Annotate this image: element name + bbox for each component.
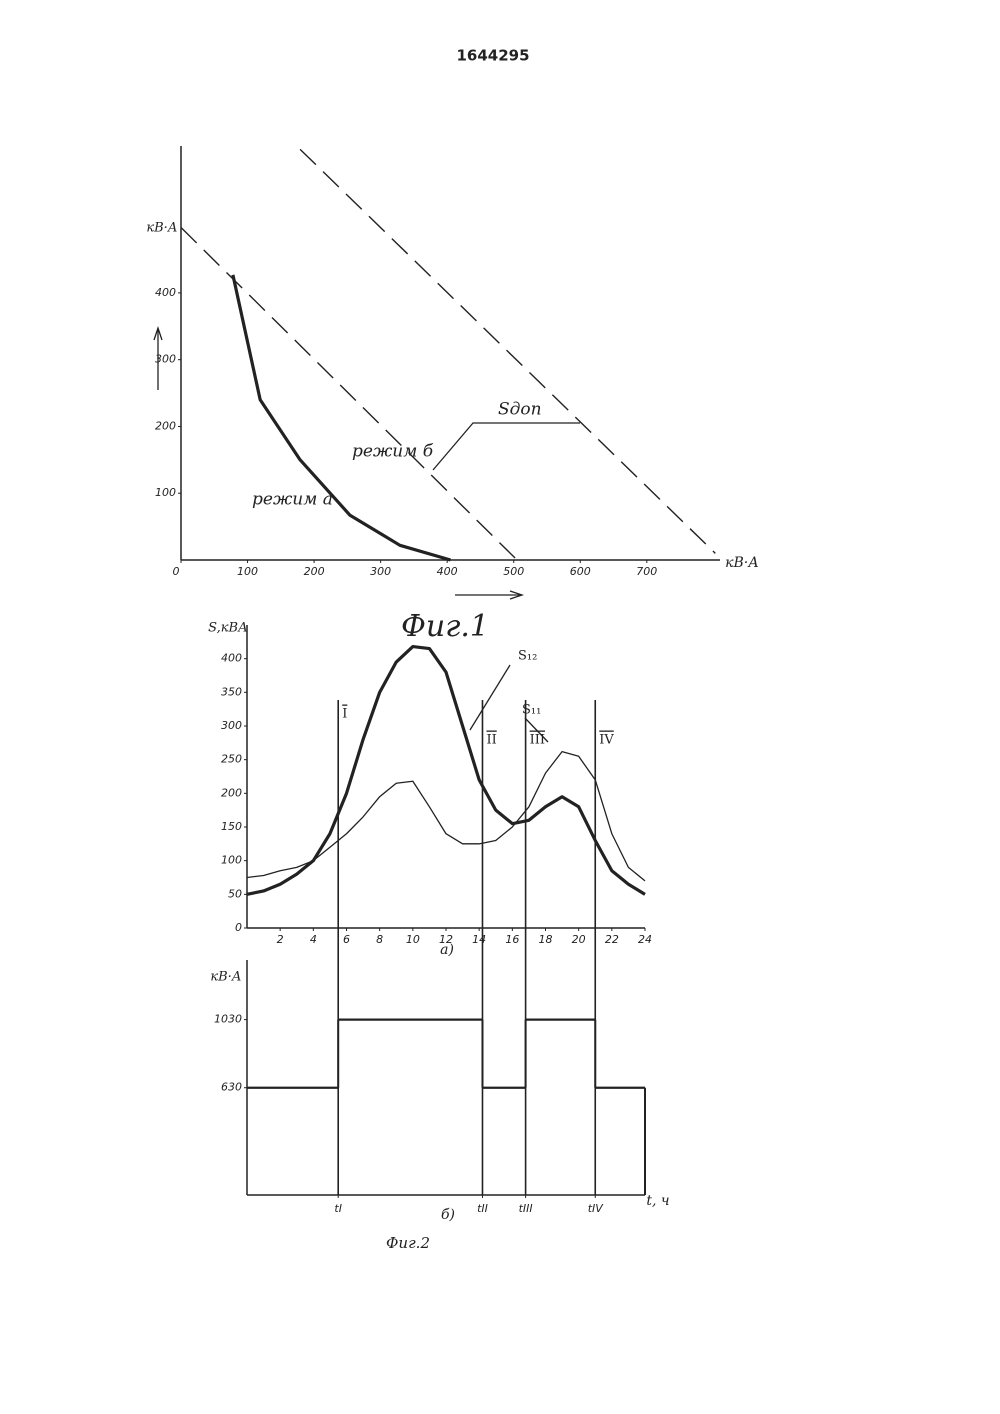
y-axis-label: S,кВА <box>208 621 248 636</box>
annotation: Sдоп <box>498 400 542 420</box>
annotation: режим б <box>352 442 434 462</box>
y-tick-label: 350 <box>221 685 242 698</box>
x-axis-label: кВ·А <box>725 555 759 571</box>
axis-arrows <box>154 328 580 742</box>
y-tick-label: 200 <box>221 786 242 799</box>
y-axis-label: кВ·А <box>210 970 241 985</box>
x-tick-label: 700 <box>636 565 657 578</box>
x-tick-label: 0 <box>173 565 180 578</box>
x-tick-label: 6 <box>343 933 350 946</box>
y-tick-label: 300 <box>155 353 176 366</box>
y-tick-label: 50 <box>228 887 242 900</box>
page: 1644295 01002003004005006007001002003004… <box>0 0 1000 1414</box>
series-line <box>247 647 645 895</box>
x-tick-label: 300 <box>370 565 391 578</box>
sub-label: б) <box>441 1207 455 1223</box>
y-tick-label: 630 <box>221 1081 242 1094</box>
y-tick-label: 150 <box>221 820 242 833</box>
y-tick-label: 100 <box>155 486 176 499</box>
x-tick-label: tIII <box>519 1202 533 1215</box>
figure-caption: Фиг.2 <box>386 1234 430 1252</box>
x-tick-label: 24 <box>638 933 652 946</box>
x-tick-label: 20 <box>572 933 586 946</box>
x-tick-label: 8 <box>376 933 383 946</box>
x-tick-label: 22 <box>605 933 619 946</box>
x-tick-label: 10 <box>406 933 420 946</box>
y-tick-label: 250 <box>221 753 242 766</box>
x-axis-label: t, ч <box>646 1193 669 1209</box>
sub-label: а) <box>440 942 454 958</box>
y-tick-label: 400 <box>221 652 242 665</box>
series-line <box>233 275 451 560</box>
x-tick-label: 500 <box>503 565 524 578</box>
marker-label: II <box>486 733 496 748</box>
y-tick-label: 0 <box>235 921 242 934</box>
annotation: режим а <box>252 490 333 510</box>
x-tick-label: tI <box>334 1202 342 1215</box>
marker-label: I <box>342 707 347 722</box>
x-tick-label: tIV <box>588 1202 605 1215</box>
series-line <box>300 149 715 553</box>
y-tick-label: 1030 <box>214 1013 242 1026</box>
x-tick-label: 100 <box>237 565 258 578</box>
x-tick-label: 2 <box>277 933 284 946</box>
figure-caption: Фиг.1 <box>401 609 489 644</box>
series-line <box>181 227 517 560</box>
y-tick-label: 400 <box>155 286 176 299</box>
x-tick-label: tII <box>477 1202 488 1215</box>
y-tick-label: 300 <box>221 719 242 732</box>
y-tick-label: 200 <box>155 419 176 432</box>
x-tick-label: 600 <box>570 565 591 578</box>
x-tick-label: 4 <box>310 933 317 946</box>
x-tick-label: 14 <box>472 933 486 946</box>
y-tick-label: 100 <box>221 854 242 867</box>
page-number: 1644295 <box>456 47 529 65</box>
series-label: S₁₂ <box>518 649 537 664</box>
y-axis-label: кВ·А <box>146 221 177 236</box>
marker-label: III <box>530 733 545 748</box>
x-tick-label: 400 <box>437 565 458 578</box>
x-tick-label: 18 <box>539 933 553 946</box>
x-tick-label: 200 <box>304 565 325 578</box>
marker-label: IV <box>599 733 614 748</box>
x-tick-label: 16 <box>505 933 519 946</box>
series-line <box>247 752 645 881</box>
